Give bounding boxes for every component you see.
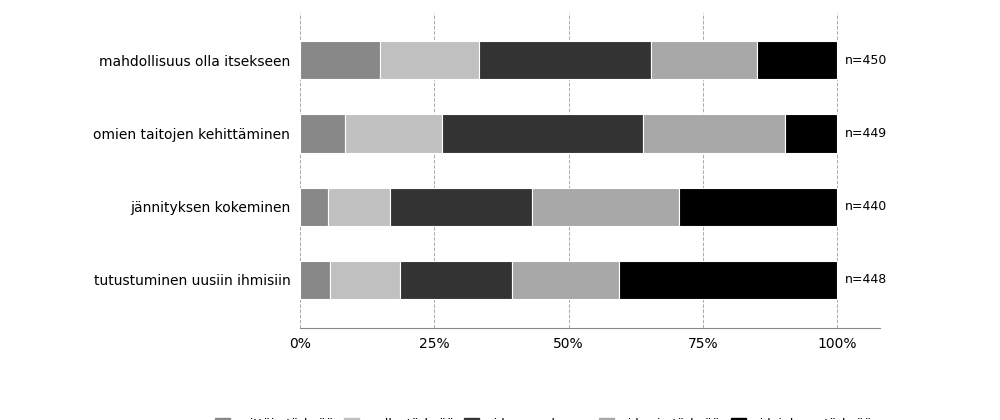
Legend: erittäin tärkeää, melko tärkeää, ei kumpaakaaan, ei kovin tärkeää, ei lainkaan t: erittäin tärkeää, melko tärkeää, ei kump…: [210, 412, 877, 420]
Bar: [532, 188, 679, 226]
Bar: [479, 41, 651, 79]
Bar: [442, 114, 643, 152]
Bar: [300, 114, 345, 152]
Text: n=448: n=448: [845, 273, 887, 286]
Bar: [400, 261, 512, 299]
Bar: [619, 261, 837, 299]
Bar: [330, 261, 400, 299]
Bar: [643, 114, 785, 152]
Bar: [651, 41, 757, 79]
Bar: [345, 114, 442, 152]
Bar: [785, 114, 837, 152]
Bar: [390, 188, 532, 226]
Bar: [300, 188, 328, 226]
Bar: [512, 261, 619, 299]
Bar: [328, 188, 390, 226]
Bar: [300, 261, 330, 299]
Text: n=449: n=449: [845, 127, 887, 140]
Text: n=450: n=450: [845, 54, 887, 67]
Bar: [757, 41, 837, 79]
Bar: [679, 188, 837, 226]
Bar: [380, 41, 479, 79]
Bar: [300, 41, 380, 79]
Text: n=440: n=440: [845, 200, 887, 213]
